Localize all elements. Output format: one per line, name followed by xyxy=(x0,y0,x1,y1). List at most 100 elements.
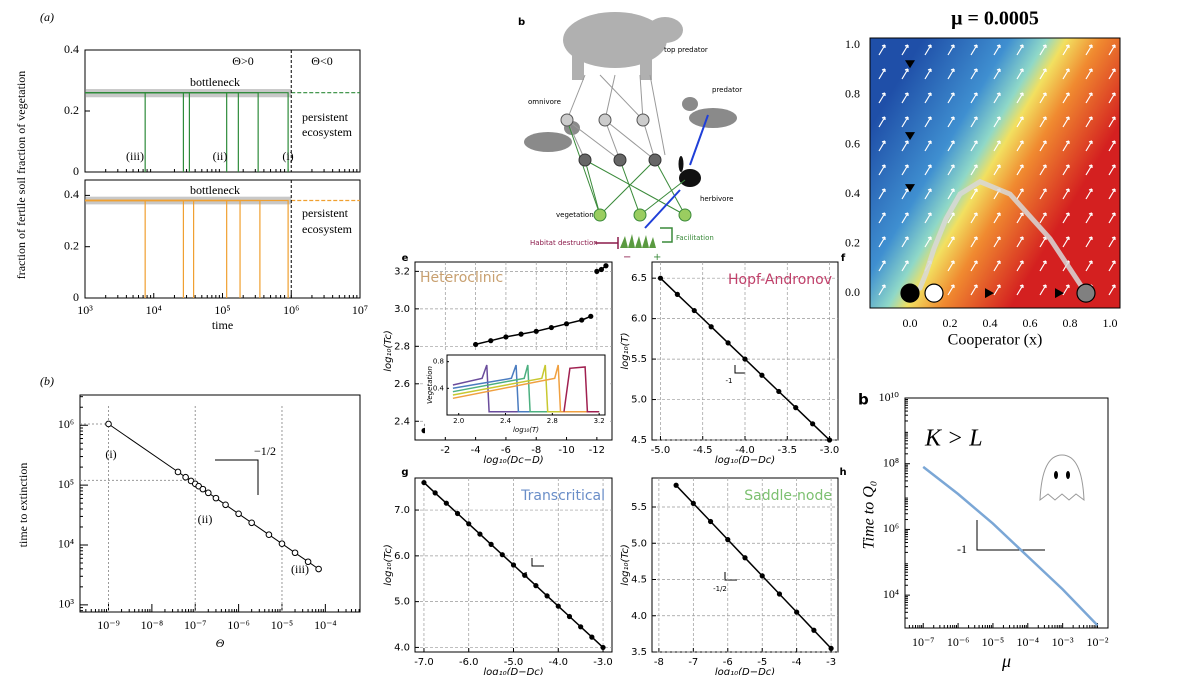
data-line xyxy=(563,366,600,413)
flow-arrow xyxy=(1062,116,1070,128)
flow-arrow xyxy=(1062,188,1070,200)
y-tick-label: 0.4 xyxy=(64,187,79,201)
flow-arrow xyxy=(878,140,886,152)
x-axis-label: μ xyxy=(1001,651,1011,671)
y-axis-label: Time to Q₀ xyxy=(861,481,878,550)
data-point xyxy=(742,555,748,561)
data-point xyxy=(598,266,604,273)
x-tick-label: -6.0 xyxy=(459,657,479,668)
data-point xyxy=(174,468,182,476)
flow-arrow xyxy=(947,236,955,248)
ghost xyxy=(1039,454,1085,502)
flow-arrow xyxy=(1062,236,1070,248)
flow-arrow xyxy=(970,260,978,272)
y-tick-label: 10⁴ xyxy=(58,537,74,551)
data-point xyxy=(690,500,696,506)
flow-arrow xyxy=(924,116,932,128)
data-point xyxy=(518,331,524,337)
x-axis-label: log₁₀(D−Dc) xyxy=(483,667,543,675)
x-tick-label: -3 xyxy=(826,657,836,668)
data-point xyxy=(794,609,800,615)
x-tick-label: 10⁻⁵ xyxy=(271,618,294,632)
x-axis-label: log₁₀(T) xyxy=(513,426,539,434)
flow-arrow xyxy=(901,212,909,224)
flow-arrow xyxy=(1039,140,1047,152)
x-tick-label: 10⁻⁶ xyxy=(947,635,970,649)
data-point xyxy=(555,603,561,609)
data-point xyxy=(473,341,479,348)
flow-arrow xyxy=(993,236,1001,248)
y-tick-label: 4.5 xyxy=(631,435,647,446)
y-tick-label: 10⁴ xyxy=(883,587,899,601)
x-tick-label: 0.4 xyxy=(983,316,998,330)
flow-arrow xyxy=(1085,260,1093,272)
flow-arrow xyxy=(970,164,978,176)
chart-title: Heteroclinic xyxy=(420,270,503,286)
flow-arrow xyxy=(1016,188,1024,200)
data-line xyxy=(922,465,1099,627)
x-tick-label: -8 xyxy=(531,445,541,456)
x-axis-label: log₁₀(Dc−D) xyxy=(483,455,543,466)
flow-arrow xyxy=(1016,44,1024,56)
x-tick-label: 3.2 xyxy=(594,417,605,425)
x-tick-label: -5 xyxy=(757,657,767,668)
data-point xyxy=(222,501,229,509)
trajectory xyxy=(85,199,195,298)
data-point xyxy=(673,482,679,488)
y-tick-label: 3.5 xyxy=(631,647,647,658)
x-tick-label: -4 xyxy=(792,657,802,668)
flow-arrow xyxy=(970,92,978,104)
flow-arrow xyxy=(947,140,955,152)
flow-arrow xyxy=(1016,212,1024,224)
data-point xyxy=(674,291,680,297)
flow-arrow xyxy=(878,188,886,200)
flow-arrow xyxy=(970,44,978,56)
annotation: K > L xyxy=(924,426,983,452)
trajectory xyxy=(917,178,1089,296)
data-point xyxy=(248,519,255,527)
x-tick-label: -2 xyxy=(440,445,450,456)
y-tick-label: 0.2 xyxy=(845,235,860,249)
flow-arrow xyxy=(878,68,886,80)
data-point xyxy=(742,356,748,362)
y-tick-label: 6.0 xyxy=(631,314,647,325)
data-point xyxy=(432,490,438,496)
annotation: (i) xyxy=(282,149,293,163)
data-point xyxy=(533,583,539,589)
flow-arrow xyxy=(924,212,932,224)
flow-arrow xyxy=(901,236,909,248)
data-point xyxy=(603,263,609,269)
node-label: herbivore xyxy=(700,195,733,203)
flow-arrow xyxy=(1085,44,1093,56)
x-tick-label: 2.4 xyxy=(500,417,512,425)
flow-arrow xyxy=(1108,44,1116,56)
x-tick-label: -6 xyxy=(501,445,511,456)
y-tick-label: 1.0 xyxy=(845,37,860,51)
flow-arrow xyxy=(924,188,932,200)
data-point xyxy=(759,573,765,579)
flow-arrow xyxy=(878,92,886,104)
y-tick-label: 2.4 xyxy=(394,416,410,427)
data-point xyxy=(278,540,286,548)
y-tick-label: 5.0 xyxy=(631,395,647,406)
y-tick-label: 10⁵ xyxy=(58,477,74,491)
food-web xyxy=(524,12,737,249)
x-tick-label: -4.5 xyxy=(693,445,713,456)
flow-arrow xyxy=(1085,188,1093,200)
y-tick-label: 0.0 xyxy=(845,285,860,299)
flow-arrow xyxy=(878,212,886,224)
flow-arrow xyxy=(993,212,1001,224)
flow-arrow xyxy=(970,116,978,128)
x-tick-label: 10³ xyxy=(77,303,93,317)
flow-arrow xyxy=(1062,68,1070,80)
x-tick-label: 0.8 xyxy=(1063,316,1078,330)
flow-arrow xyxy=(924,68,932,80)
annotation: persistent xyxy=(302,206,349,220)
y-axis-label: log₁₀(Tc) xyxy=(383,544,394,585)
trajectory xyxy=(85,92,289,172)
y-tick-label: 3.0 xyxy=(394,304,410,315)
x-tick-label: 0.0 xyxy=(903,316,918,330)
node-label: vegetation xyxy=(556,211,594,219)
slope-label: -1 xyxy=(726,377,733,385)
slope-label: -1 xyxy=(522,571,529,579)
